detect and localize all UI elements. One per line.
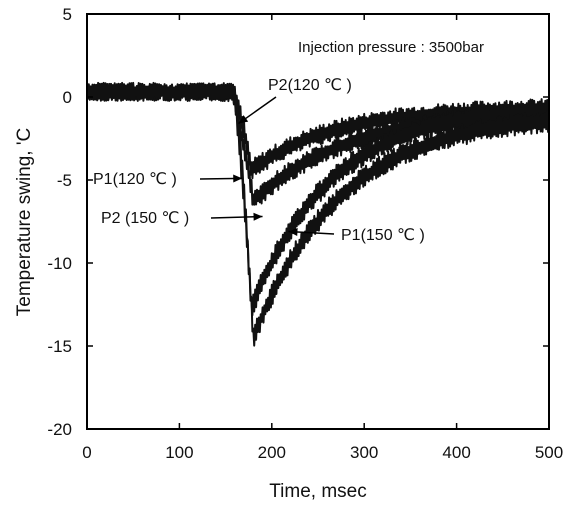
- annotation-arrowhead: [253, 213, 262, 221]
- annotation-label: P1(150 ℃ ): [341, 227, 425, 244]
- pressure-note: Injection pressure : 3500bar: [298, 39, 484, 56]
- y-tick-label: -10: [47, 254, 72, 273]
- y-tick-label: -20: [47, 420, 72, 439]
- y-tick-label: 0: [63, 88, 72, 107]
- x-tick-label: 500: [535, 443, 563, 462]
- annotation-label: P2 (150 ℃ ): [101, 210, 189, 227]
- x-axis-title: Time, msec: [269, 481, 366, 502]
- x-tick-label: 400: [442, 443, 470, 462]
- y-tick-label: -15: [47, 337, 72, 356]
- x-tick-label: 300: [350, 443, 378, 462]
- x-tick-label: 200: [258, 443, 286, 462]
- y-axis-title: Temperature swing, 'C: [14, 128, 35, 316]
- y-tick-label: -5: [57, 171, 72, 190]
- series-line: [87, 83, 549, 315]
- annotation-label: P2(120 ℃ ): [268, 77, 352, 94]
- y-tick-label: 5: [63, 5, 72, 24]
- x-tick-label: 100: [165, 443, 193, 462]
- annotation-label: P1(120 ℃ ): [93, 171, 177, 188]
- x-tick-label: 0: [82, 443, 91, 462]
